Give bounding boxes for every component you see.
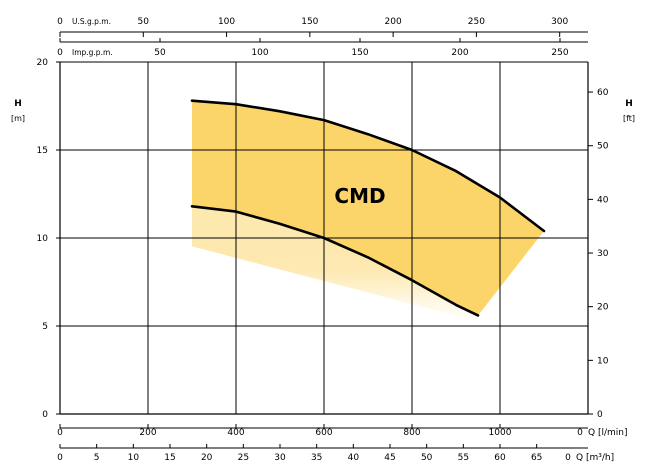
right-tick-label: 40 <box>597 195 609 205</box>
lmin-axis-unit: Q [l/min] <box>588 428 627 438</box>
lmin-tick-label: 0 <box>57 428 63 438</box>
left-axis-unit: [m] <box>11 114 25 123</box>
usgpm-axis-label: U.S.g.p.m. <box>72 17 111 26</box>
impgpm-tick-label: 250 <box>551 48 568 58</box>
right-tick-label: 30 <box>597 249 609 259</box>
usgpm-tick-label: 0 <box>57 17 63 27</box>
m3h-tick-label: 35 <box>311 453 322 463</box>
m3h-tick-label: 20 <box>201 453 213 463</box>
left-tick-label: 20 <box>37 58 49 68</box>
impgpm-tick-label: 200 <box>451 48 468 58</box>
lmin-tick-label: 200 <box>139 428 156 438</box>
usgpm-tick-label: 100 <box>218 17 235 27</box>
m3h-tick-label: 50 <box>421 453 433 463</box>
left-axis-title: H <box>14 99 22 109</box>
model-label: CMD <box>334 184 385 208</box>
min-performance-curve <box>190 205 480 317</box>
right-tick-label: 0 <box>597 410 603 420</box>
lmin-tick-label: 600 <box>315 428 332 438</box>
right-tick-label: 10 <box>597 356 609 366</box>
impgpm-tick-label: 0 <box>57 48 63 58</box>
impgpm-tick-label: 100 <box>251 48 268 58</box>
m3h-tick-label: 25 <box>238 453 249 463</box>
impgpm-tick-label: 50 <box>154 48 166 58</box>
m3h-tick-label: 45 <box>384 453 395 463</box>
right-tick-label: 20 <box>597 303 609 313</box>
usgpm-tick-label: 50 <box>138 17 150 27</box>
m3h-tick-label: 30 <box>274 453 286 463</box>
max-performance-curve <box>190 99 546 233</box>
m3h-tick-label: 65 <box>531 453 542 463</box>
impgpm-tick-label: 150 <box>351 48 368 58</box>
lmin-tick-label: 400 <box>227 428 244 438</box>
impgpm-axis-label: Imp.g.p.m. <box>72 48 113 57</box>
m3h-tick-label: 40 <box>348 453 360 463</box>
m3h-axis-unit: Q [m³/h] <box>576 453 614 463</box>
m3h-tick-label: 0 <box>57 453 63 463</box>
lmin-tick-label: 1000 <box>489 428 512 438</box>
envelope-fade <box>192 206 478 322</box>
m3h-tick-label: 10 <box>128 453 140 463</box>
right-tick-label: 60 <box>597 88 609 98</box>
left-tick-label: 15 <box>37 146 48 156</box>
left-tick-label: 0 <box>42 410 48 420</box>
right-tick-label: 50 <box>597 142 609 152</box>
usgpm-tick-label: 250 <box>468 17 485 27</box>
lmin-end-label: 0 <box>577 428 583 438</box>
operating-envelope <box>192 100 544 316</box>
usgpm-tick-label: 150 <box>301 17 318 27</box>
usgpm-tick-label: 200 <box>385 17 402 27</box>
usgpm-tick-label: 300 <box>551 17 568 27</box>
left-tick-label: 5 <box>42 322 48 332</box>
m3h-tick-label: 15 <box>164 453 175 463</box>
m3h-tick-label: 60 <box>494 453 506 463</box>
right-axis-unit: [ft] <box>623 114 635 123</box>
m3h-tick-label: 5 <box>94 453 100 463</box>
lmin-tick-label: 800 <box>403 428 420 438</box>
m3h-tick-label: 55 <box>458 453 469 463</box>
m3h-end-label: 0 <box>565 453 571 463</box>
right-axis-title: H <box>625 99 633 109</box>
left-tick-label: 10 <box>37 234 49 244</box>
